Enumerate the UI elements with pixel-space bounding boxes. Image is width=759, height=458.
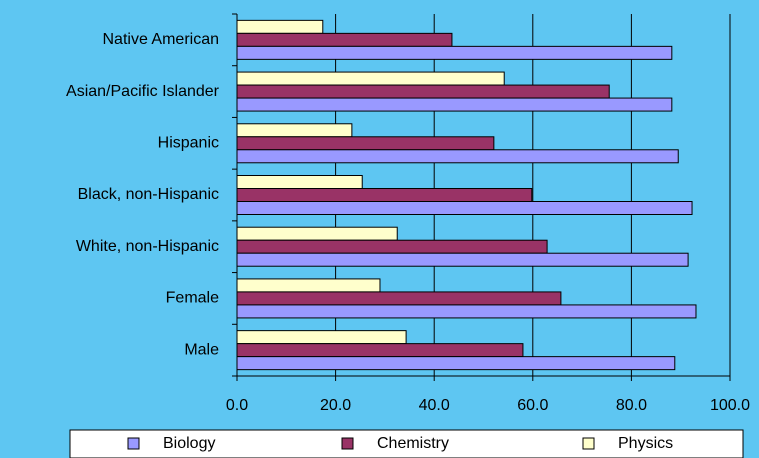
x-tick-label: 80.0 [616,397,647,414]
bar [236,32,453,47]
bar [236,239,548,254]
bar [236,136,495,151]
bar [236,201,693,215]
bar [236,291,562,306]
x-tick-label: 0.0 [226,397,248,414]
y-tick-label: White, non-Hispanic [76,238,219,255]
legend-swatch [582,437,595,450]
legend-swatch [127,437,140,450]
y-tick-label: Hispanic [158,135,219,152]
bar [236,252,689,267]
bar [236,71,505,86]
bar [236,149,679,164]
x-tick-label: 20.0 [320,397,351,414]
bar [236,175,363,189]
x-tick-label: 60.0 [517,397,548,414]
bar [236,45,673,60]
legend-label: Biology [163,435,215,452]
bar [236,343,524,358]
bar [236,330,407,345]
bar [236,97,673,112]
bar [236,226,398,241]
y-tick-label: Asian/Pacific Islander [66,83,220,100]
bar [236,84,610,99]
bar [236,278,381,293]
bar [236,188,533,202]
x-tick-label: 40.0 [419,397,450,414]
bar [236,19,324,34]
y-tick-label: Black, non-Hispanic [78,186,219,203]
bar [236,123,353,138]
legend-box [69,429,744,458]
legend-label: Chemistry [377,435,449,452]
legend-swatch [341,437,354,450]
bar [236,356,676,371]
y-tick-label: Male [184,341,219,358]
bar [236,304,697,319]
legend-label: Physics [618,435,673,452]
y-tick-label: Native American [103,31,220,48]
y-tick-label: Female [166,290,219,307]
x-tick-label: 100.0 [710,397,750,414]
